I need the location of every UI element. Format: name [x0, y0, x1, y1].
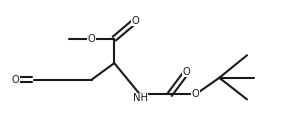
Text: O: O — [131, 16, 139, 26]
Text: NH: NH — [133, 93, 148, 103]
Text: O: O — [183, 67, 191, 77]
Text: O: O — [192, 89, 199, 99]
Text: O: O — [88, 34, 95, 44]
Text: O: O — [11, 75, 19, 85]
